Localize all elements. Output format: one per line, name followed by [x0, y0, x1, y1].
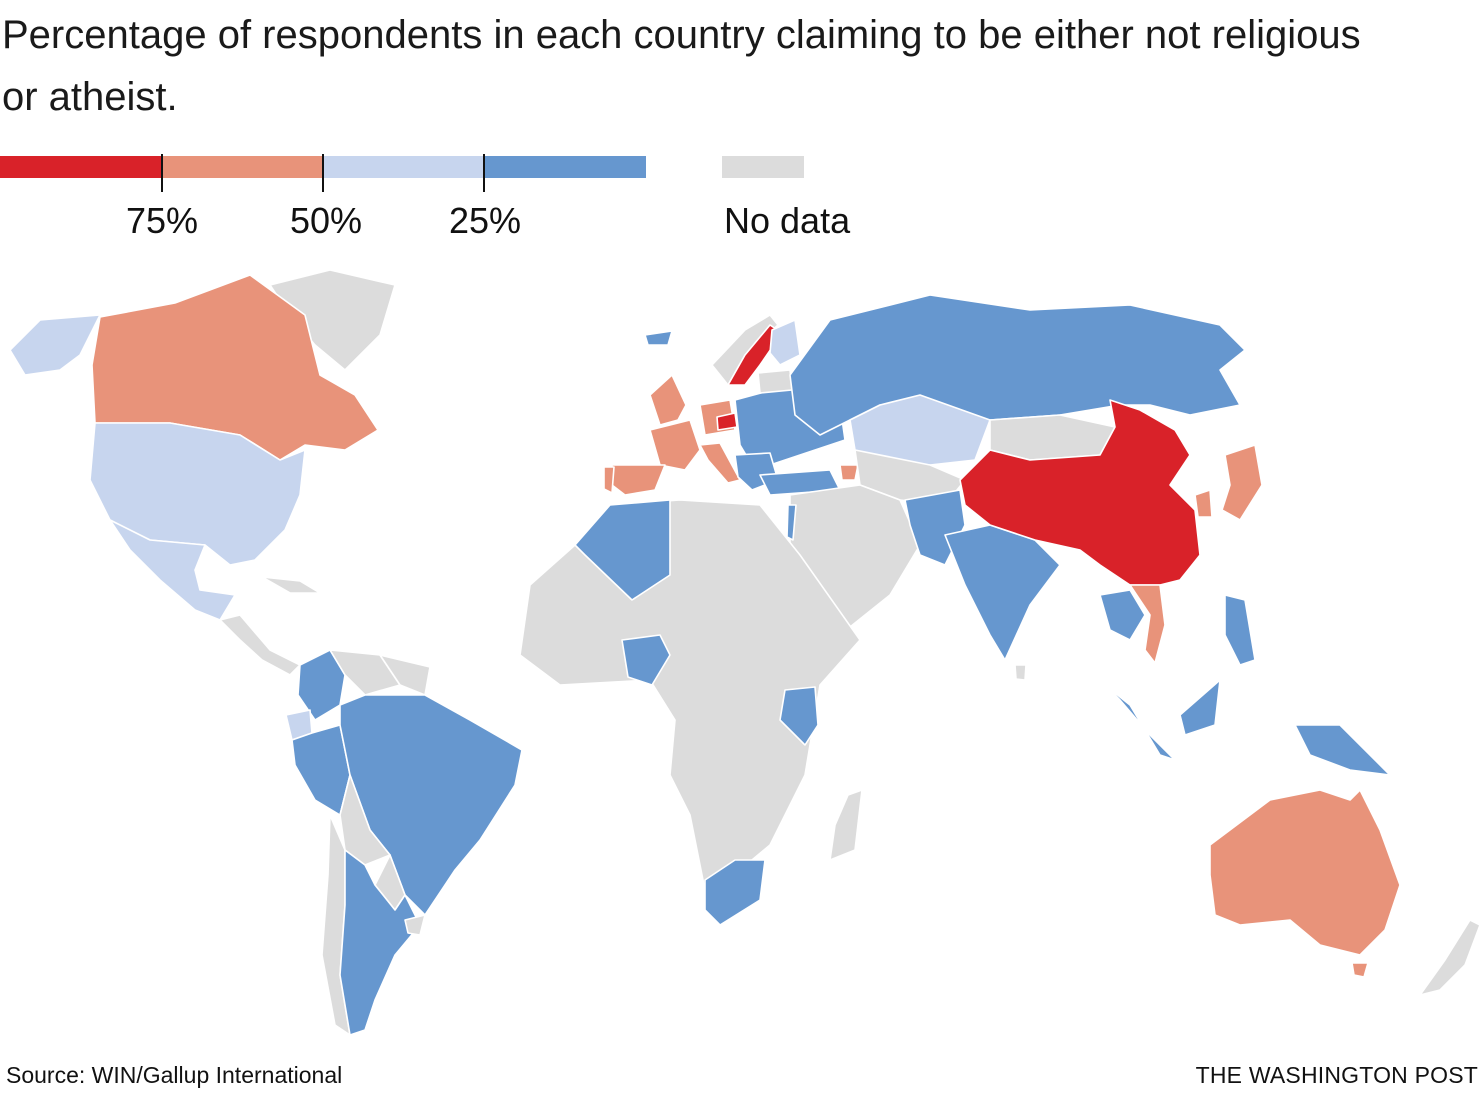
- legend-no-data-swatch: [722, 156, 804, 178]
- legend-segment-under-25: [484, 156, 646, 178]
- region-vietnam: [1129, 584, 1166, 664]
- region-italy: [699, 442, 741, 484]
- region-russia: [789, 294, 1246, 436]
- region-alaska: [9, 314, 101, 376]
- region-philippines: [1224, 594, 1256, 666]
- region-india: [944, 524, 1061, 661]
- region-mexico: [109, 519, 236, 621]
- region-tasmania: [1351, 962, 1369, 978]
- region-china: [959, 399, 1201, 586]
- color-legend: 75% 50% 25% No data: [0, 154, 900, 244]
- region-israel: [786, 504, 797, 541]
- region-armenia: [839, 464, 859, 481]
- region-argentina: [339, 849, 421, 1036]
- legend-no-data-label: No data: [724, 200, 851, 241]
- legend-tick-25: [483, 154, 485, 192]
- region-mongolia: [989, 414, 1116, 461]
- region-madagascar: [829, 789, 863, 861]
- region-southeast-asia: [1099, 589, 1146, 641]
- region-australia: [1209, 789, 1401, 956]
- region-uk-ireland: [649, 374, 687, 426]
- region-portugal: [603, 466, 615, 494]
- region-kenya: [779, 686, 819, 746]
- publisher-credit: THE WASHINGTON POST: [1195, 1062, 1478, 1088]
- world-map: [9, 269, 1481, 1036]
- legend-segment-over-75: [0, 156, 162, 178]
- region-nigeria: [621, 634, 671, 686]
- region-algeria-morocco: [574, 499, 671, 601]
- region-new-zealand: [1419, 919, 1481, 996]
- region-france: [649, 419, 701, 471]
- region-korea-japan: [1194, 444, 1263, 521]
- legend-segment-25-50: [323, 156, 484, 178]
- region-south-africa: [704, 859, 766, 926]
- region-iceland: [644, 330, 673, 346]
- region-caribbean: [261, 576, 321, 594]
- legend-segment-50-75: [162, 156, 323, 178]
- region-sri-lanka: [1014, 664, 1027, 681]
- legend-tick-label-75: 75%: [125, 200, 199, 241]
- legend-tick-50: [322, 154, 324, 192]
- region-spain: [611, 464, 666, 496]
- legend-tick-label-25: 25%: [448, 200, 522, 241]
- region-indonesia-malaysia: [1104, 679, 1221, 761]
- legend-tick-75: [161, 154, 163, 192]
- source-note: Source: WIN/Gallup International: [6, 1062, 343, 1088]
- region-finland: [769, 319, 801, 366]
- region-baltics-no-data: [757, 369, 793, 394]
- region-new-guinea: [1294, 724, 1391, 776]
- map-title: Percentage of respondents in each countr…: [2, 13, 1361, 119]
- region-uruguay: [404, 914, 426, 936]
- region-czech: [716, 412, 738, 431]
- legend-tick-label-50: 50%: [289, 200, 363, 241]
- region-venezuela: [329, 649, 401, 696]
- region-peru: [291, 724, 351, 816]
- region-central-america: [219, 614, 301, 676]
